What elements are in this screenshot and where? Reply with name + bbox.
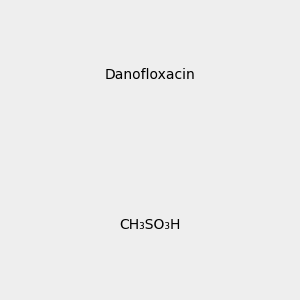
Text: Danofloxacin: Danofloxacin (105, 68, 195, 82)
Text: CH₃SO₃H: CH₃SO₃H (119, 218, 181, 232)
